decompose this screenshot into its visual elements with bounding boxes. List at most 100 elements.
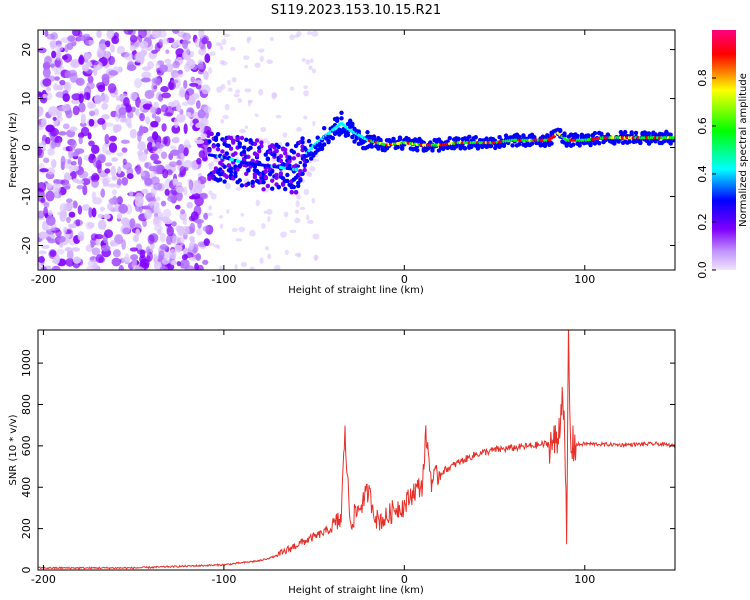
spectrogram-ridge-cell [633,130,639,136]
spectrogram-noise-cell [159,64,168,73]
spectrogram-noise-cell [274,264,281,270]
spectrogram-noise-cell [145,116,150,125]
spectrogram-y-tick-label: 0 [20,144,33,151]
spectrogram-noise-cell [87,101,94,109]
spectrogram-noise-cell [97,43,107,50]
spectrogram-noise-cell [296,30,302,37]
spectrogram-noise-cell [126,64,137,72]
spectrogram-noise-cell [101,73,110,82]
spectrogram-noise-cell [190,76,196,83]
spectrogram-noise-cell [96,48,105,59]
spectrogram-noise-cell [160,151,168,159]
spectrogram-noise-cell [137,151,148,162]
spectrogram-noise-cell [176,190,183,202]
spectrogram-noise-cell [122,158,127,165]
spectrogram-noise-cell [103,213,111,220]
spectrogram-ridge-cell [270,178,275,183]
spectrogram-noise-cell [163,112,173,117]
spectrogram-noise-cell [135,228,141,237]
spectrogram-noise-cell [41,265,47,270]
spectrogram-noise-cell [151,30,162,39]
spectrogram-noise-cell [171,259,177,266]
colorbar-label: Normalized spectral amplitude [738,73,749,227]
spectrogram-noise-cell [140,49,146,58]
spectrogram-noise-cell [244,88,252,93]
spectrogram-noise-cell [45,124,55,133]
spectrogram-ridge-core [307,148,311,153]
spectrogram-noise-cell [235,186,242,191]
spectrogram-noise-cell [257,48,265,53]
colorbar: 0.0 0.2 0.4 0.6 0.8 Normalized spectral ampl… [696,30,749,279]
spectrogram-ridge-cell [577,143,582,148]
spectrogram-noise-cell [296,194,301,200]
spectrogram-ridge-cell [224,174,229,179]
spectrogram-ridge-cell [261,187,266,192]
spectrogram-noise-cell [38,262,42,269]
spectrogram-noise-cell [63,226,68,234]
spectrogram-noise-cell [86,81,95,90]
spectrogram-noise-cell [208,67,213,75]
spectrogram-noise-cell [275,114,282,119]
spectrogram-noise-cell [155,196,161,201]
spectrogram-ridge-cell [516,134,522,139]
spectrogram-noise-cell [269,37,274,41]
spectrogram-noise-cell [306,31,313,36]
spectrogram-noise-cell [227,80,231,86]
spectrogram-noise-cell [308,65,313,71]
spectrogram-noise-cell [131,257,137,269]
snr-panel: -200 -100 0 100 0 200 400 600 800 1000 Height of… [8,329,676,596]
spectrogram-noise-cell [142,128,148,133]
spectrogram-noise-cell [196,63,204,70]
spectrogram-noise-cell [295,200,300,208]
spectrogram-noise-cell [81,178,91,186]
spectrogram-noise-cell [45,190,55,202]
spectrogram-noise-cell [147,234,155,245]
spectrogram-noise-cell [179,165,187,176]
spectrogram-noise-cell [162,250,171,259]
spectrogram-noise-cell [178,86,186,95]
spectrogram-noise-cell [107,183,117,188]
spectrogram-noise-cell [38,124,44,131]
spectrogram-noise-cell [237,97,243,103]
spectrogram-ridge-cell [326,139,331,145]
spectrogram-noise-cell [145,246,151,255]
spectrogram-noise-cell [123,97,130,107]
spectrogram-noise-cell [255,199,261,207]
spectrogram-y-tick-label: 10 [20,92,33,106]
spectrogram-ridge-cell [497,135,502,140]
spectrogram-noise-cell [219,45,224,51]
spectrogram-noise-cell [188,242,194,251]
spectrogram-noise-cell [111,175,118,181]
spectrogram-ridge-cell [222,164,227,169]
spectrogram-noise-cell [158,38,164,45]
spectrogram-noise-cell [77,156,83,167]
spectrogram-noise-cell [206,40,212,50]
spectrogram-y-tick-label: -10 [20,188,33,206]
spectrogram-ridge-cell [369,144,375,149]
spectrogram-noise-cell [188,179,194,191]
spectrogram-noise-cell [82,204,91,211]
snr-x-tick-label: 100 [574,573,595,586]
spectrogram-ridge-cell [395,144,401,150]
spectrogram-noise-cell [58,131,67,136]
spectrogram-ridge-core [296,164,301,168]
spectrogram-noise-cell [231,77,237,83]
spectrogram-ridge-cell [599,131,604,137]
spectrogram-noise-cell [38,210,45,219]
spectrogram-noise-cell [249,266,255,270]
spectrogram-noise-cell [238,226,246,233]
spectrogram-noise-cell [194,180,202,189]
spectrogram-noise-cell [88,207,93,218]
spectrogram-ridge-cell [246,181,251,186]
spectrogram-ridge-cell [462,146,468,151]
spectrogram-ridge-cell [287,163,292,168]
spectrogram-ridge-cell [586,133,591,138]
spectrogram-noise-cell [43,55,53,65]
spectrogram-noise-cell [95,159,102,170]
spectrogram-noise-cell [111,257,122,267]
spectrogram-noise-cell [85,221,95,230]
spectrogram-noise-cell [63,82,70,90]
spectrogram-noise-cell [171,124,181,134]
spectrogram-noise-cell [161,258,170,265]
